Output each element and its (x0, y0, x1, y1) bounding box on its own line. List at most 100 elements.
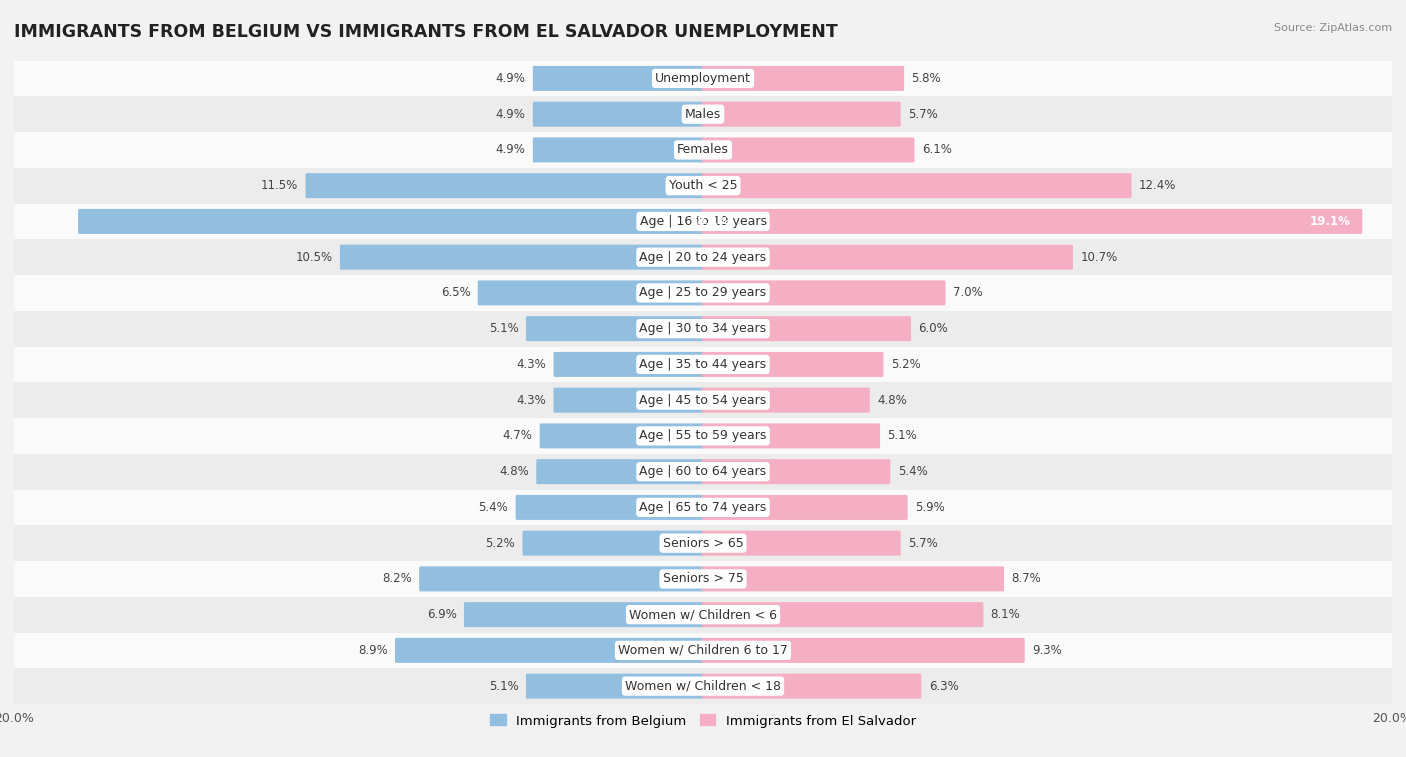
Text: Age | 25 to 29 years: Age | 25 to 29 years (640, 286, 766, 300)
Text: Age | 16 to 19 years: Age | 16 to 19 years (640, 215, 766, 228)
Text: 4.9%: 4.9% (496, 143, 526, 157)
FancyBboxPatch shape (702, 495, 908, 520)
FancyBboxPatch shape (516, 495, 704, 520)
FancyBboxPatch shape (340, 245, 704, 269)
Text: Youth < 25: Youth < 25 (669, 179, 737, 192)
FancyBboxPatch shape (702, 531, 901, 556)
FancyBboxPatch shape (533, 66, 704, 91)
Bar (14, 96, 1392, 132)
FancyBboxPatch shape (395, 638, 704, 663)
Text: 10.7%: 10.7% (1080, 251, 1118, 263)
Text: 4.8%: 4.8% (877, 394, 907, 407)
Text: Women w/ Children < 6: Women w/ Children < 6 (628, 608, 778, 621)
FancyBboxPatch shape (523, 531, 704, 556)
Text: Source: ZipAtlas.com: Source: ZipAtlas.com (1274, 23, 1392, 33)
Text: 4.8%: 4.8% (499, 465, 529, 478)
Text: 4.7%: 4.7% (502, 429, 533, 442)
FancyBboxPatch shape (79, 209, 704, 234)
Bar (14, 168, 1392, 204)
Text: 5.9%: 5.9% (915, 501, 945, 514)
Text: Age | 65 to 74 years: Age | 65 to 74 years (640, 501, 766, 514)
FancyBboxPatch shape (702, 352, 883, 377)
FancyBboxPatch shape (540, 423, 704, 448)
Text: 9.3%: 9.3% (1032, 644, 1062, 657)
Bar (14, 239, 1392, 275)
Legend: Immigrants from Belgium, Immigrants from El Salvador: Immigrants from Belgium, Immigrants from… (485, 709, 921, 733)
Text: 5.7%: 5.7% (908, 107, 938, 120)
Text: 10.5%: 10.5% (295, 251, 333, 263)
FancyBboxPatch shape (702, 602, 983, 627)
Text: 5.4%: 5.4% (478, 501, 509, 514)
Bar (14, 490, 1392, 525)
Text: 5.1%: 5.1% (489, 680, 519, 693)
Text: Seniors > 65: Seniors > 65 (662, 537, 744, 550)
Bar (14, 347, 1392, 382)
FancyBboxPatch shape (305, 173, 704, 198)
Text: 12.4%: 12.4% (1139, 179, 1177, 192)
Bar (14, 132, 1392, 168)
Bar (14, 311, 1392, 347)
FancyBboxPatch shape (526, 674, 704, 699)
Text: 6.9%: 6.9% (427, 608, 457, 621)
Bar (14, 204, 1392, 239)
Text: Females: Females (678, 143, 728, 157)
Text: 19.1%: 19.1% (1310, 215, 1351, 228)
FancyBboxPatch shape (533, 138, 704, 163)
Bar (14, 275, 1392, 311)
Text: Unemployment: Unemployment (655, 72, 751, 85)
Text: 6.0%: 6.0% (918, 322, 948, 335)
FancyBboxPatch shape (702, 638, 1025, 663)
FancyBboxPatch shape (702, 101, 901, 126)
Text: 6.5%: 6.5% (440, 286, 471, 300)
Bar (14, 633, 1392, 668)
Text: 4.3%: 4.3% (516, 358, 547, 371)
Text: 6.3%: 6.3% (928, 680, 959, 693)
Text: 5.1%: 5.1% (489, 322, 519, 335)
Bar (14, 453, 1392, 490)
Bar (14, 668, 1392, 704)
Text: 11.5%: 11.5% (262, 179, 298, 192)
Text: Women w/ Children 6 to 17: Women w/ Children 6 to 17 (619, 644, 787, 657)
Text: 18.1%: 18.1% (689, 215, 730, 228)
Text: 5.7%: 5.7% (908, 537, 938, 550)
Text: 4.9%: 4.9% (496, 107, 526, 120)
FancyBboxPatch shape (464, 602, 704, 627)
FancyBboxPatch shape (702, 423, 880, 448)
FancyBboxPatch shape (533, 101, 704, 126)
Text: Age | 30 to 34 years: Age | 30 to 34 years (640, 322, 766, 335)
Text: 5.2%: 5.2% (485, 537, 515, 550)
FancyBboxPatch shape (702, 173, 1132, 198)
FancyBboxPatch shape (702, 280, 945, 305)
Text: 4.3%: 4.3% (516, 394, 547, 407)
Text: 8.9%: 8.9% (359, 644, 388, 657)
FancyBboxPatch shape (702, 459, 890, 484)
Text: 5.2%: 5.2% (891, 358, 921, 371)
Text: IMMIGRANTS FROM BELGIUM VS IMMIGRANTS FROM EL SALVADOR UNEMPLOYMENT: IMMIGRANTS FROM BELGIUM VS IMMIGRANTS FR… (14, 23, 838, 41)
Text: 5.8%: 5.8% (911, 72, 941, 85)
FancyBboxPatch shape (702, 138, 914, 163)
Text: 8.1%: 8.1% (991, 608, 1021, 621)
FancyBboxPatch shape (702, 316, 911, 341)
Text: Women w/ Children < 18: Women w/ Children < 18 (626, 680, 780, 693)
FancyBboxPatch shape (702, 66, 904, 91)
FancyBboxPatch shape (702, 388, 870, 413)
Text: 4.9%: 4.9% (496, 72, 526, 85)
FancyBboxPatch shape (478, 280, 704, 305)
Bar (14, 525, 1392, 561)
Text: Age | 45 to 54 years: Age | 45 to 54 years (640, 394, 766, 407)
Text: 6.1%: 6.1% (922, 143, 952, 157)
Bar (14, 418, 1392, 453)
FancyBboxPatch shape (536, 459, 704, 484)
Text: Age | 35 to 44 years: Age | 35 to 44 years (640, 358, 766, 371)
FancyBboxPatch shape (554, 388, 704, 413)
FancyBboxPatch shape (554, 352, 704, 377)
FancyBboxPatch shape (702, 245, 1073, 269)
Text: 8.2%: 8.2% (382, 572, 412, 585)
Text: 8.7%: 8.7% (1011, 572, 1040, 585)
Text: 5.4%: 5.4% (897, 465, 928, 478)
FancyBboxPatch shape (526, 316, 704, 341)
Bar (14, 382, 1392, 418)
Bar (14, 597, 1392, 633)
FancyBboxPatch shape (702, 674, 921, 699)
Text: Age | 55 to 59 years: Age | 55 to 59 years (640, 429, 766, 442)
